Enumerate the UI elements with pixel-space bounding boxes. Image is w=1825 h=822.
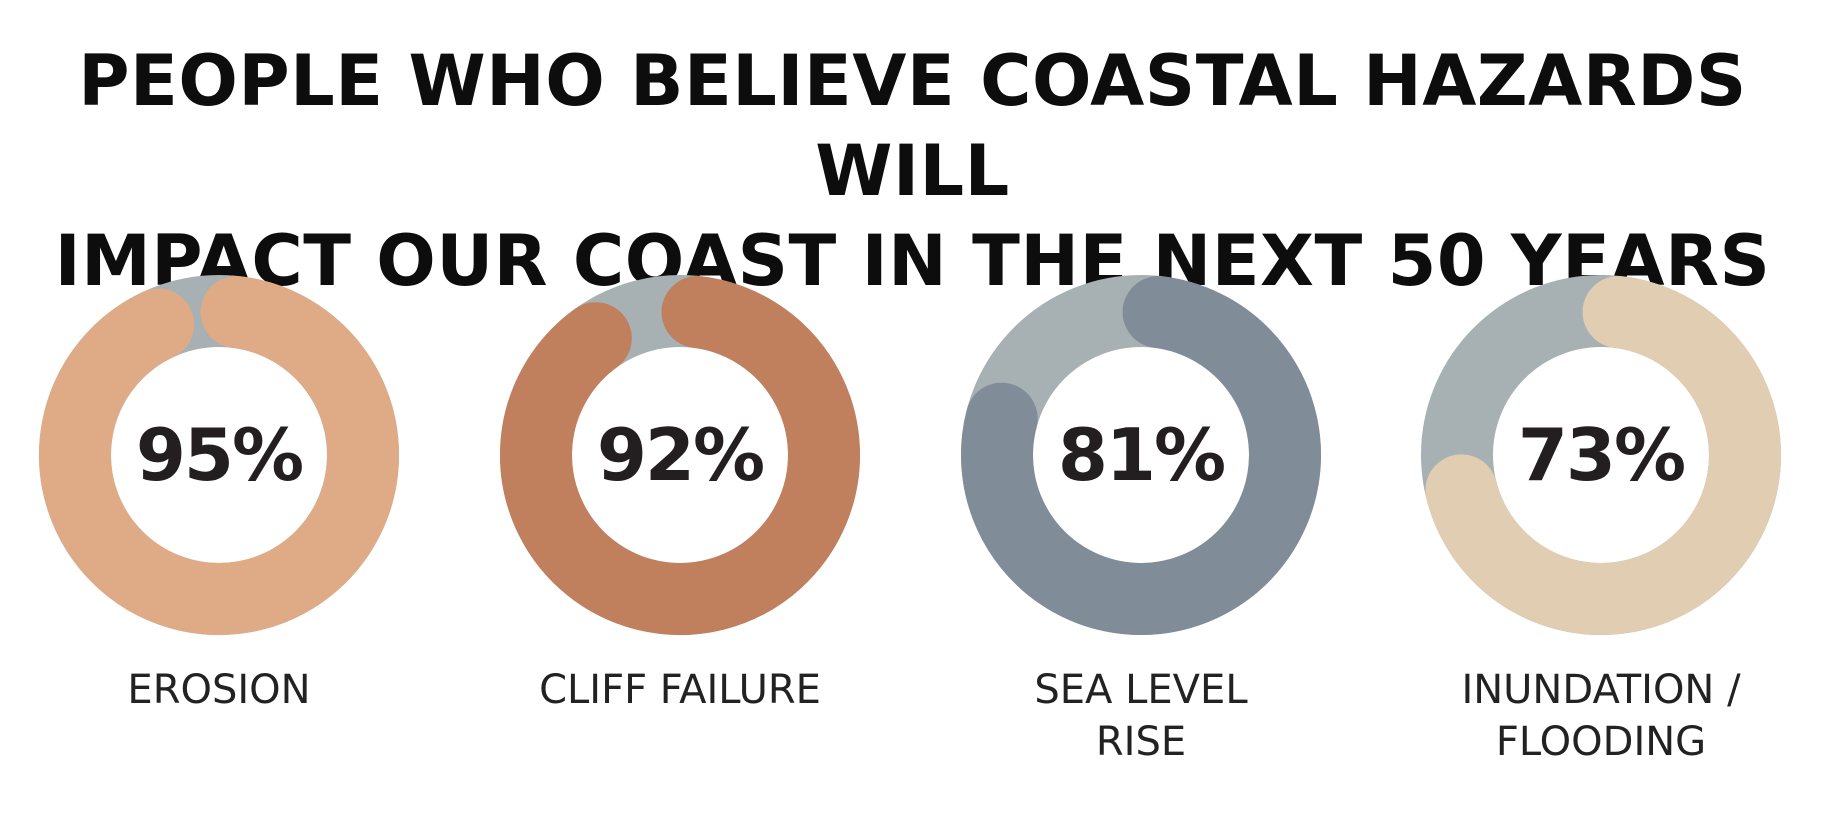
category-label-line: FLOODING [1495,719,1707,765]
category-label-inundation-flooding: INUNDATION / FLOODING [1421,664,1781,768]
category-label-line: CLIFF FAILURE [539,667,821,713]
donut-value-label-erosion: 95% [136,413,302,497]
chart-title: PEOPLE WHO BELIEVE COASTAL HAZARDS WILL … [0,36,1825,306]
chart-title-line-2: IMPACT OUR COAST IN THE NEXT 50 YEARS [54,220,1771,302]
donut-arc-cliff-failure [500,276,860,635]
donut-inundation-flooding: 73% [1421,275,1781,635]
donut-erosion: 95% [39,275,399,635]
donut-arc-erosion [39,276,399,635]
donut-value-label-inundation-flooding: 73% [1518,413,1684,497]
category-label-line: EROSION [127,667,311,713]
category-label-line: RISE [1095,719,1187,765]
category-label-erosion: EROSION [39,664,399,716]
category-label-cliff-failure: CLIFF FAILURE [500,664,860,716]
donut-value-label-sea-level-rise: 81% [1058,413,1224,497]
donut-arc-sea-level-rise [961,276,1321,635]
donut-arc-inundation-flooding [1425,276,1781,635]
chart-title-line-1: PEOPLE WHO BELIEVE COASTAL HAZARDS WILL [78,40,1747,212]
category-label-line: SEA LEVEL [1034,667,1248,713]
category-label-line: INUNDATION / [1461,667,1741,713]
category-label-sea-level-rise: SEA LEVEL RISE [961,664,1321,768]
donut-sea-level-rise: 81% [961,275,1321,635]
donut-value-label-cliff-failure: 92% [597,413,763,497]
donut-cliff-failure: 92% [500,275,860,635]
